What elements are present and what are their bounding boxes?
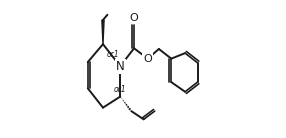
Text: or1: or1: [113, 84, 126, 94]
Text: or1: or1: [106, 50, 119, 59]
Polygon shape: [102, 20, 104, 44]
Text: O: O: [130, 13, 138, 23]
Text: O: O: [144, 54, 152, 64]
Text: N: N: [116, 60, 125, 73]
